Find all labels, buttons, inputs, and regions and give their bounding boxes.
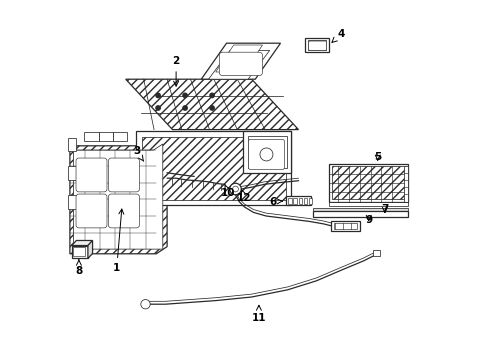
Polygon shape [333,223,356,229]
Polygon shape [312,211,407,217]
Bar [73,247,85,256]
Bar [68,166,76,180]
Text: 9: 9 [365,215,371,225]
FancyBboxPatch shape [308,41,326,50]
Circle shape [182,93,187,98]
FancyBboxPatch shape [219,52,262,76]
Polygon shape [247,136,286,168]
Bar [288,198,291,204]
Polygon shape [72,240,92,246]
Circle shape [155,93,161,98]
Polygon shape [312,208,407,211]
FancyBboxPatch shape [108,194,139,228]
Circle shape [182,105,187,111]
Text: 5: 5 [373,152,381,162]
Text: 11: 11 [251,305,265,323]
Polygon shape [136,131,291,205]
Polygon shape [242,131,291,173]
Bar [373,250,379,256]
Polygon shape [305,38,328,52]
Bar [298,198,302,204]
Polygon shape [307,40,325,50]
Text: 6: 6 [269,197,282,207]
Text: 10: 10 [221,185,235,198]
Circle shape [141,300,150,309]
Bar [308,198,311,204]
Text: 3: 3 [133,146,143,161]
Text: 2: 2 [172,56,180,86]
Bar [293,198,296,204]
Circle shape [155,105,161,111]
Bar [84,132,99,141]
Bar [68,138,76,151]
Bar [68,195,76,209]
Polygon shape [72,246,88,258]
Circle shape [209,105,215,111]
Circle shape [229,183,241,195]
Polygon shape [328,202,407,206]
Text: 4: 4 [331,29,344,42]
Polygon shape [285,196,310,205]
Bar [303,198,306,204]
Bar [99,132,113,141]
Polygon shape [201,43,280,79]
Polygon shape [331,166,405,199]
Polygon shape [208,50,269,79]
Polygon shape [70,139,167,254]
Polygon shape [215,45,262,72]
Text: 12: 12 [237,190,251,203]
Polygon shape [328,164,407,202]
Circle shape [232,186,238,192]
Polygon shape [88,240,92,258]
Polygon shape [73,144,163,249]
Text: 7: 7 [381,204,388,214]
Text: 1: 1 [113,209,123,273]
Bar [403,166,407,202]
Polygon shape [142,137,285,200]
Bar [113,132,127,141]
FancyBboxPatch shape [76,158,107,192]
FancyBboxPatch shape [108,158,139,192]
Polygon shape [125,79,298,130]
FancyBboxPatch shape [76,194,107,228]
Text: 8: 8 [75,260,82,276]
Polygon shape [330,221,359,231]
FancyBboxPatch shape [248,139,284,170]
Circle shape [209,93,215,98]
Circle shape [260,148,272,161]
